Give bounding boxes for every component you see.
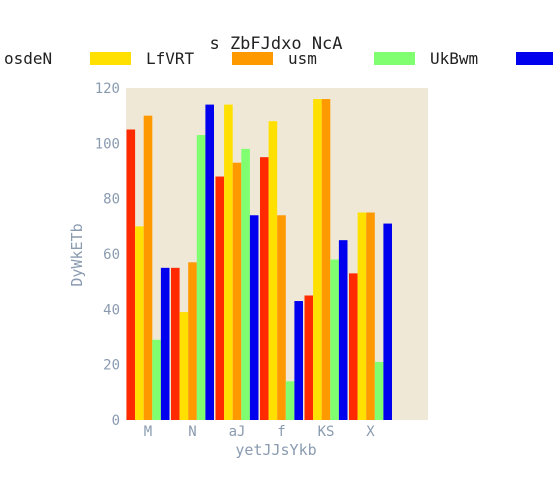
bar-LfVRT-M [135,226,144,420]
legend-label: LfVRT [146,49,195,68]
bar-usm-N [188,262,197,420]
legend-label: UkBwm [430,49,478,68]
bar-LfVRT-KS [313,99,322,420]
y-tick-label: 40 [103,302,120,318]
bar-LfVRT-f [268,121,278,420]
y-axis-title: DyWkETb [68,223,86,286]
bar-LfVRT-N [179,312,189,420]
bar-usm-aJ [232,162,242,420]
bar-osdeN-f [260,157,269,421]
x-axis-title: yetJJsYkb [235,441,316,459]
bar-series5-N [205,104,214,420]
bar-UkBwm-N [196,135,206,420]
bar-series5-X [383,223,392,420]
x-tick-label: M [144,424,152,440]
bar-UkBwm-KS [330,259,339,420]
bar-LfVRT-aJ [224,104,233,420]
y-tick-label: 100 [95,136,120,152]
y-tick-label: 0 [112,413,120,429]
bar-osdeN-KS [304,295,314,420]
x-tick-label: N [188,424,196,440]
bar-series5-aJ [249,215,259,420]
x-tick-label: X [366,424,375,440]
bar-usm-M [143,115,153,421]
bar-usm-KS [321,99,331,420]
legend-swatch [516,52,553,65]
y-tick-label: 20 [103,358,120,374]
legend-swatch [232,52,273,65]
bar-series5-M [160,267,170,420]
bar-osdeN-X [349,273,358,420]
y-tick-label: 60 [103,247,120,263]
bar-osdeN-N [171,267,180,420]
legend-label: usm [288,49,317,68]
x-tick-label: aJ [229,424,246,440]
y-axis: 0 20 40 60 80 100 120 [95,81,120,429]
legend: osdeN LfVRT usm UkBwm [4,49,553,68]
legend-swatch [90,52,131,65]
bar-UkBwm-X [374,361,384,420]
bar-usm-f [277,215,286,420]
bar-series5-f [294,301,303,420]
bar-UkBwm-M [152,339,161,420]
y-tick-label: 80 [103,192,120,208]
bar-osdeN-aJ [215,176,225,420]
bars [126,99,392,421]
legend-label: osdeN [4,49,52,68]
bar-UkBwm-f [285,381,295,420]
bar-series5-KS [338,240,348,420]
legend-swatch [374,52,415,65]
bar-osdeN-M [126,129,136,420]
chart-title: s ZbFJdxo NcA [209,34,342,54]
bar-UkBwm-aJ [241,148,250,420]
x-tick-label: KS [318,424,335,440]
bar-usm-X [366,212,375,420]
bar-LfVRT-X [357,212,367,420]
x-tick-label: f [277,424,285,440]
y-tick-label: 120 [95,81,120,97]
